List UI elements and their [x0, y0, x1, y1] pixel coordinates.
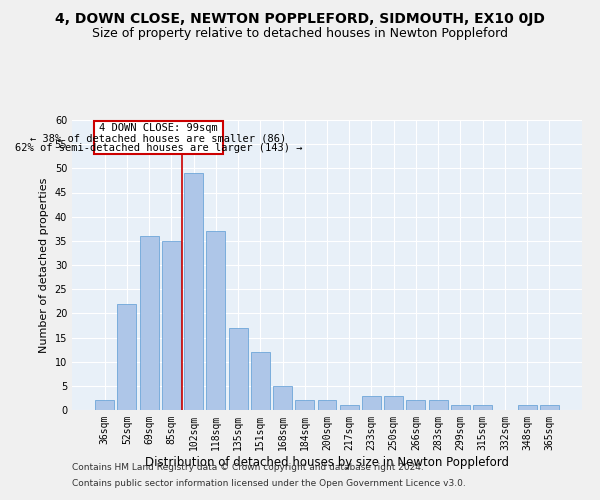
Text: 4 DOWN CLOSE: 99sqm: 4 DOWN CLOSE: 99sqm [99, 124, 218, 134]
Bar [229, 328, 248, 410]
Bar [140, 236, 158, 410]
Bar [184, 173, 203, 410]
Bar [162, 241, 181, 410]
Text: Size of property relative to detached houses in Newton Poppleford: Size of property relative to detached ho… [92, 28, 508, 40]
Bar [473, 405, 492, 410]
Bar [540, 405, 559, 410]
Text: 4, DOWN CLOSE, NEWTON POPPLEFORD, SIDMOUTH, EX10 0JD: 4, DOWN CLOSE, NEWTON POPPLEFORD, SIDMOU… [55, 12, 545, 26]
Bar [206, 231, 225, 410]
Bar [340, 405, 359, 410]
Bar [273, 386, 292, 410]
Bar [95, 400, 114, 410]
Bar [518, 405, 536, 410]
FancyBboxPatch shape [94, 121, 223, 154]
Bar [295, 400, 314, 410]
X-axis label: Distribution of detached houses by size in Newton Poppleford: Distribution of detached houses by size … [145, 456, 509, 468]
Bar [362, 396, 381, 410]
Bar [451, 405, 470, 410]
Text: 62% of semi-detached houses are larger (143) →: 62% of semi-detached houses are larger (… [14, 142, 302, 152]
Bar [118, 304, 136, 410]
Bar [384, 396, 403, 410]
Bar [429, 400, 448, 410]
Text: ← 38% of detached houses are smaller (86): ← 38% of detached houses are smaller (86… [31, 133, 287, 143]
Text: Contains HM Land Registry data © Crown copyright and database right 2024.: Contains HM Land Registry data © Crown c… [72, 464, 424, 472]
Bar [406, 400, 425, 410]
Text: Contains public sector information licensed under the Open Government Licence v3: Contains public sector information licen… [72, 478, 466, 488]
Bar [317, 400, 337, 410]
Y-axis label: Number of detached properties: Number of detached properties [39, 178, 49, 352]
Bar [251, 352, 270, 410]
